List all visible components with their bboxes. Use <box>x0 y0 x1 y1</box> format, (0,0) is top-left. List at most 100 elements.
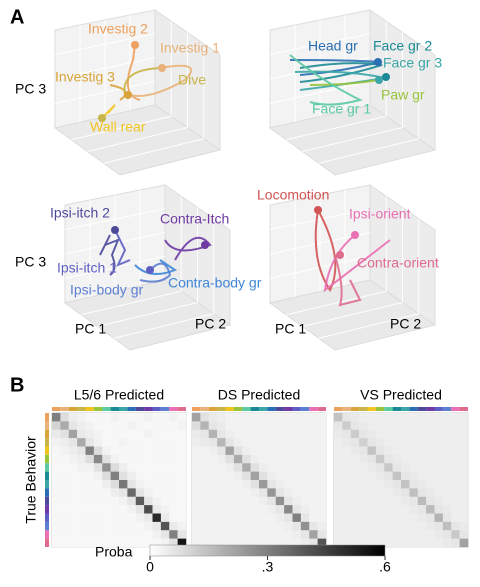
heatmap-cell <box>384 454 393 464</box>
heatmap-cell <box>225 513 235 523</box>
heatmap-cell <box>160 538 170 548</box>
heatmap-cell <box>459 538 469 548</box>
heatmap-cell <box>442 413 452 422</box>
heatmap-cell <box>442 496 452 506</box>
heatmap-cell <box>200 488 209 497</box>
behavior-color <box>52 407 61 411</box>
heatmap-cell <box>334 538 343 548</box>
heatmap-cell <box>152 429 162 439</box>
heatmap-cell <box>309 480 318 489</box>
heatmap-cell <box>409 488 418 497</box>
heatmap-cell <box>119 463 128 472</box>
colorbar <box>149 544 386 557</box>
heatmap-cell <box>110 530 120 539</box>
heatmap-cell <box>367 438 377 447</box>
heatmap-cell <box>242 513 251 523</box>
heatmap-cell <box>225 488 235 497</box>
heatmap-cell <box>152 521 162 531</box>
heatmap-cell <box>250 454 260 464</box>
heatmap-cell <box>284 538 293 548</box>
heatmap-cell <box>292 538 302 548</box>
heatmap-cell <box>459 505 469 514</box>
heatmap-cell <box>284 521 293 531</box>
heatmap-cell <box>135 513 145 523</box>
heatmap-cell <box>177 488 187 497</box>
heatmap-cell <box>110 496 120 506</box>
heatmap-cell <box>233 488 243 497</box>
heatmap-cell <box>459 438 469 447</box>
heatmap-cell <box>102 454 111 464</box>
heatmap-cell <box>217 505 226 514</box>
heatmap-cell <box>426 513 435 523</box>
heatmap-cell <box>152 513 162 523</box>
heatmap-cell <box>375 421 385 430</box>
pane-grid <box>302 127 403 152</box>
heatmap-cell <box>127 488 136 497</box>
heatmap-cell <box>459 488 469 497</box>
heatmap-cell <box>284 454 293 464</box>
heatmap-cell <box>242 446 251 456</box>
heatmap-cell <box>275 496 285 506</box>
heatmap-cell <box>135 429 145 439</box>
heatmap-cell <box>459 513 469 523</box>
heatmap-cell <box>459 429 469 439</box>
heatmap-cell <box>52 471 61 481</box>
heatmap-cell <box>177 521 187 531</box>
heatmap-cell <box>119 505 128 514</box>
heatmap-cell <box>160 505 170 514</box>
trajectory-endpoint <box>336 251 344 259</box>
heatmap-cell <box>119 429 128 439</box>
heatmap-cell <box>250 488 260 497</box>
heatmap-cell <box>267 496 276 506</box>
heatmap-cell <box>144 530 153 539</box>
heatmap-cell <box>451 421 460 430</box>
heatmap-cell <box>110 463 120 472</box>
heatmap-cell <box>102 438 111 447</box>
heatmap-cell <box>334 438 343 447</box>
heatmap-cell <box>242 413 251 422</box>
heatmap-cell <box>52 538 61 548</box>
behavior-color <box>144 407 153 411</box>
heatmap-cell <box>200 446 209 456</box>
heatmap-cell <box>200 454 209 464</box>
heatmap-cell <box>384 488 393 497</box>
heatmap-cell <box>68 480 78 489</box>
heatmap-cell <box>52 413 61 422</box>
behavior-color <box>334 407 343 411</box>
heatmap-cell <box>169 438 178 447</box>
heatmap-cell <box>434 438 444 447</box>
heatmap-cell <box>434 454 444 464</box>
heatmap-cell <box>342 454 351 464</box>
behavior-color <box>275 407 285 411</box>
heatmap-cell <box>169 421 178 430</box>
heatmap-cell <box>309 538 318 548</box>
heatmap-cell <box>367 530 377 539</box>
heatmap-cell <box>434 530 444 539</box>
heatmap-cell <box>60 429 69 439</box>
heatmap-cell <box>292 471 302 481</box>
heatmap-cell <box>127 438 136 447</box>
behavior-label: Ipsi-orient <box>349 206 411 222</box>
heatmap-cell <box>144 496 153 506</box>
heatmap-cell <box>60 488 69 497</box>
heatmap-cell <box>192 463 201 472</box>
heatmap-cell <box>169 530 178 539</box>
heatmap-cell <box>77 513 86 523</box>
heatmap-cell <box>367 505 377 514</box>
heatmap-cell <box>208 513 218 523</box>
heatmap-cell <box>135 446 145 456</box>
heatmap-cell <box>417 538 427 548</box>
heatmap-cell <box>417 463 427 472</box>
heatmap-cell <box>225 496 235 506</box>
heatmap-cell <box>350 421 360 430</box>
heatmap-cell <box>426 505 435 514</box>
heatmap-cell <box>85 480 95 489</box>
heatmap-cell <box>60 530 69 539</box>
heatmap-cell <box>401 538 410 548</box>
heatmap-cell <box>93 505 103 514</box>
heatmap-cell <box>225 446 235 456</box>
heatmap-cell <box>284 438 293 447</box>
heatmap-cell <box>284 530 293 539</box>
heatmap-cell <box>292 429 302 439</box>
